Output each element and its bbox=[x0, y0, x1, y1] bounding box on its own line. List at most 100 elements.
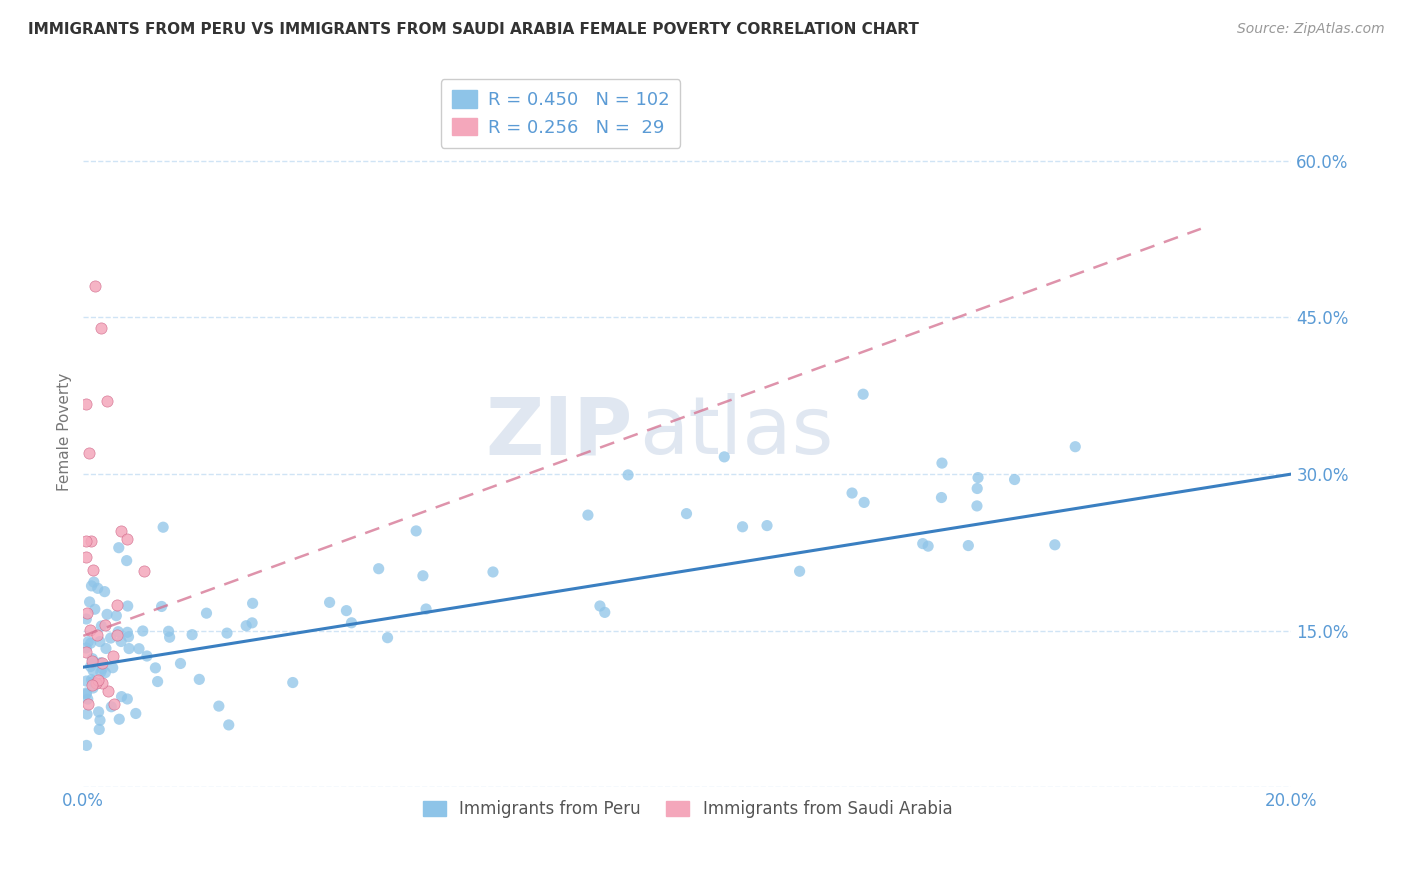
Point bbox=[115, 532, 138, 546]
Point bbox=[89, 723, 111, 737]
Point bbox=[105, 608, 128, 623]
Point bbox=[90, 321, 112, 335]
Point bbox=[731, 520, 754, 534]
Point bbox=[135, 648, 157, 663]
Point bbox=[576, 508, 599, 522]
Point bbox=[967, 470, 990, 484]
Point bbox=[318, 595, 340, 609]
Text: Source: ZipAtlas.com: Source: ZipAtlas.com bbox=[1237, 22, 1385, 37]
Point bbox=[76, 606, 98, 620]
Point bbox=[115, 553, 138, 567]
Point bbox=[84, 676, 107, 690]
Point bbox=[96, 394, 118, 409]
Point bbox=[75, 674, 97, 689]
Point bbox=[87, 673, 110, 687]
Point bbox=[80, 654, 103, 668]
Point bbox=[75, 687, 97, 701]
Point bbox=[82, 664, 104, 678]
Point bbox=[79, 659, 101, 673]
Point bbox=[94, 665, 117, 680]
Point bbox=[218, 718, 240, 732]
Point bbox=[80, 673, 103, 687]
Point bbox=[125, 706, 148, 721]
Point bbox=[110, 690, 132, 704]
Point bbox=[146, 674, 169, 689]
Text: atlas: atlas bbox=[640, 393, 834, 471]
Point bbox=[90, 665, 112, 679]
Point bbox=[675, 507, 697, 521]
Point bbox=[101, 661, 124, 675]
Point bbox=[97, 684, 120, 698]
Point bbox=[94, 641, 117, 656]
Point bbox=[87, 582, 110, 596]
Point bbox=[181, 628, 204, 642]
Point bbox=[107, 541, 129, 555]
Point bbox=[841, 486, 863, 500]
Point bbox=[79, 446, 101, 460]
Point bbox=[83, 602, 105, 616]
Point bbox=[90, 656, 112, 670]
Point bbox=[145, 661, 167, 675]
Point bbox=[195, 606, 218, 620]
Point bbox=[117, 692, 139, 706]
Point bbox=[405, 524, 427, 538]
Point bbox=[117, 630, 139, 644]
Point bbox=[415, 602, 437, 616]
Point bbox=[100, 699, 122, 714]
Point bbox=[76, 707, 98, 722]
Point bbox=[335, 604, 357, 618]
Point bbox=[75, 612, 97, 626]
Point bbox=[957, 539, 980, 553]
Point bbox=[966, 499, 988, 513]
Point bbox=[75, 640, 97, 655]
Point bbox=[188, 673, 211, 687]
Text: IMMIGRANTS FROM PERU VS IMMIGRANTS FROM SAUDI ARABIA FEMALE POVERTY CORRELATION : IMMIGRANTS FROM PERU VS IMMIGRANTS FROM … bbox=[28, 22, 920, 37]
Point bbox=[713, 450, 735, 464]
Point bbox=[593, 606, 616, 620]
Point bbox=[159, 630, 181, 644]
Point bbox=[242, 596, 264, 610]
Point bbox=[931, 456, 953, 470]
Point bbox=[110, 524, 132, 538]
Point bbox=[128, 641, 150, 656]
Point bbox=[208, 699, 231, 714]
Point bbox=[75, 686, 97, 700]
Text: ZIP: ZIP bbox=[485, 393, 633, 471]
Point bbox=[83, 575, 105, 590]
Point bbox=[82, 674, 104, 689]
Point bbox=[83, 656, 105, 670]
Point bbox=[917, 539, 939, 553]
Point bbox=[105, 628, 128, 642]
Point bbox=[90, 619, 112, 633]
Point bbox=[80, 579, 103, 593]
Point bbox=[84, 279, 107, 293]
Point bbox=[75, 645, 97, 659]
Point bbox=[756, 518, 779, 533]
Point bbox=[1043, 538, 1066, 552]
Point bbox=[853, 495, 876, 509]
Point bbox=[89, 714, 111, 728]
Legend: Immigrants from Peru, Immigrants from Saudi Arabia: Immigrants from Peru, Immigrants from Sa… bbox=[416, 794, 959, 825]
Point bbox=[86, 627, 108, 641]
Point bbox=[1064, 440, 1087, 454]
Point bbox=[80, 533, 103, 548]
Point bbox=[79, 623, 101, 637]
Point bbox=[82, 563, 104, 577]
Point bbox=[117, 625, 139, 640]
Point bbox=[240, 615, 263, 630]
Point bbox=[1004, 473, 1026, 487]
Point bbox=[911, 536, 934, 550]
Point bbox=[82, 651, 104, 665]
Point bbox=[152, 520, 174, 534]
Point bbox=[77, 697, 100, 711]
Point bbox=[93, 584, 115, 599]
Point bbox=[235, 618, 257, 632]
Point bbox=[79, 595, 101, 609]
Point bbox=[77, 634, 100, 648]
Point bbox=[93, 618, 115, 632]
Point bbox=[157, 624, 180, 639]
Point bbox=[966, 482, 988, 496]
Point bbox=[105, 598, 128, 612]
Point bbox=[169, 657, 191, 671]
Point bbox=[87, 705, 110, 719]
